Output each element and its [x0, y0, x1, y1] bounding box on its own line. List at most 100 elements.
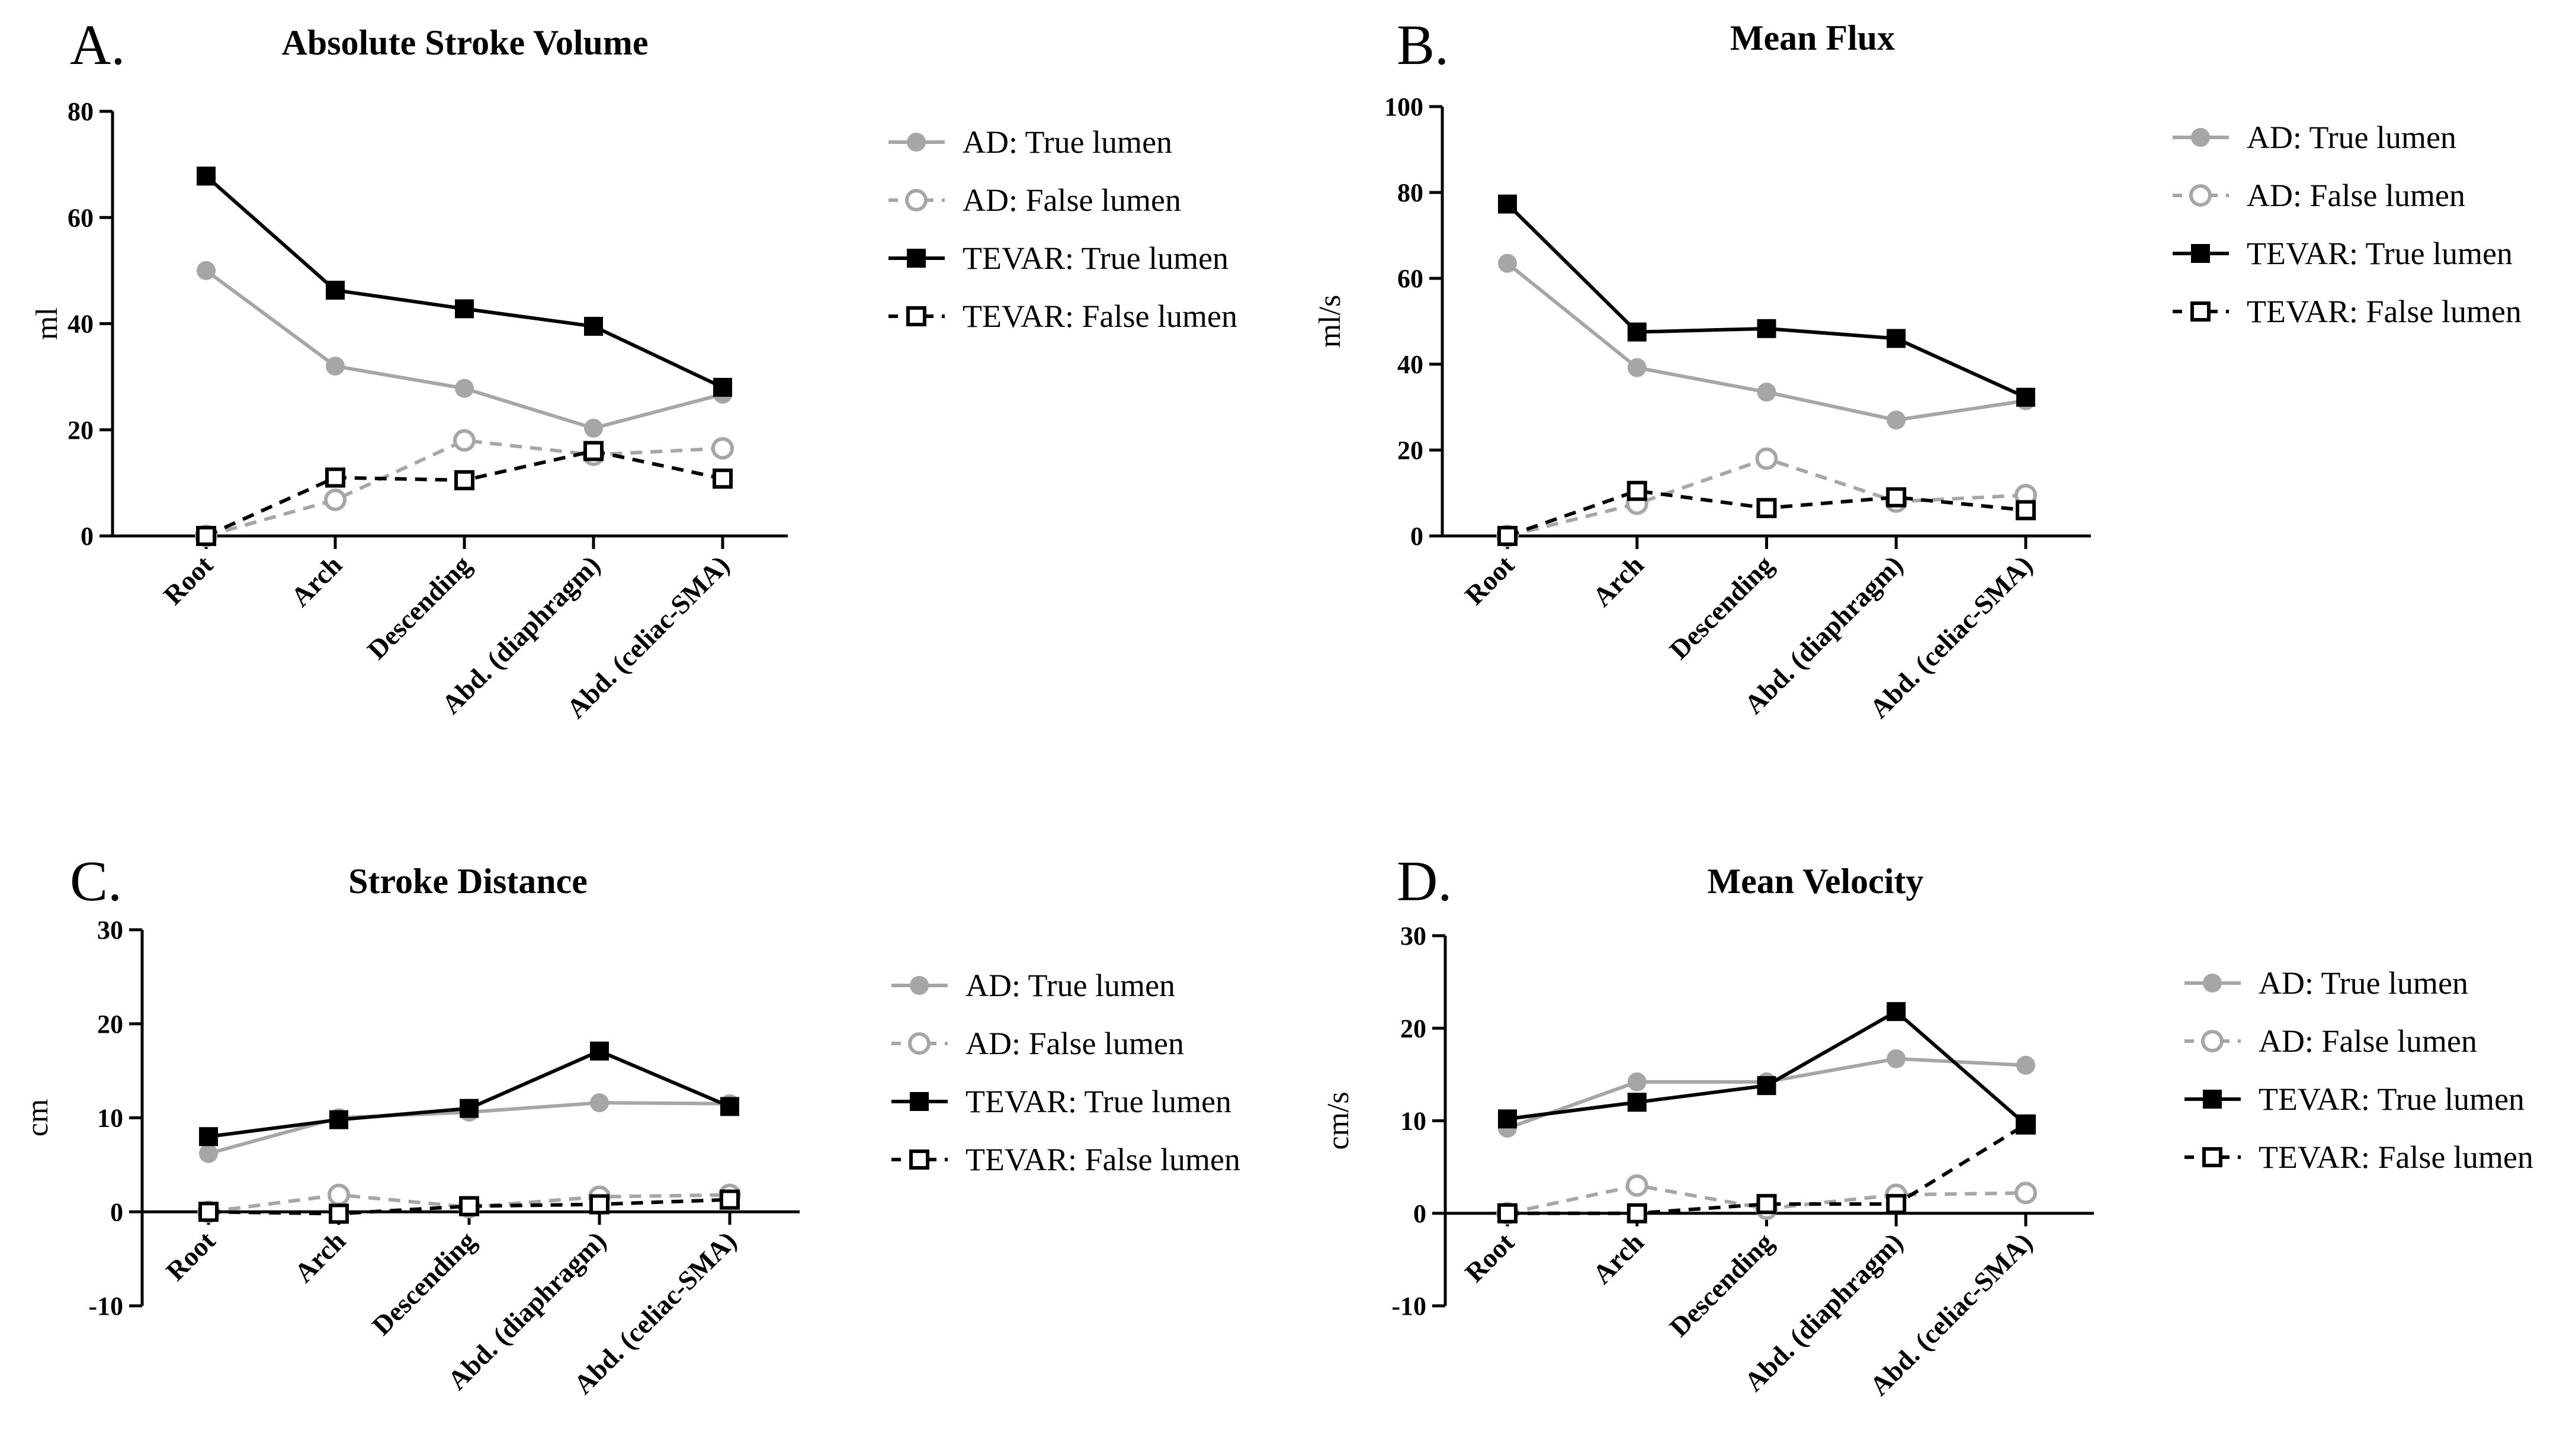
x-tick-label: Root — [158, 550, 219, 611]
data-point — [1887, 410, 1906, 430]
data-point — [459, 1196, 479, 1216]
legend-item: AD: True lumen — [2173, 120, 2456, 155]
legend-swatch-marker — [2190, 301, 2211, 322]
data-point — [711, 437, 734, 460]
panel-label: D. — [1397, 849, 1452, 913]
y-tick-label: 10 — [97, 1104, 123, 1133]
data-point — [1627, 322, 1647, 342]
data-point — [325, 467, 345, 488]
data-point — [1756, 497, 1777, 518]
data-point — [1886, 487, 1907, 508]
legend-label: TEVAR: True lumen — [2259, 1081, 2524, 1117]
series-line — [205, 175, 724, 389]
y-axis-label: cm/s — [1321, 1091, 1355, 1149]
y-axis-label: cm — [21, 1099, 54, 1137]
data-point — [199, 1144, 218, 1163]
series-ad-false — [1496, 447, 2037, 547]
legend-item: TEVAR: False lumen — [891, 1142, 1240, 1177]
data-point — [1627, 1093, 1647, 1112]
y-tick-label: 0 — [1410, 522, 1423, 551]
chart-title: Mean Velocity — [1708, 862, 1924, 901]
data-point — [329, 1203, 349, 1224]
legend-item: TEVAR: True lumen — [888, 240, 1228, 276]
series-tevar-true — [199, 1041, 739, 1147]
data-point — [1627, 1072, 1647, 1091]
y-tick-label: -10 — [88, 1292, 123, 1321]
data-point — [460, 1099, 479, 1118]
y-tick-label: 20 — [1400, 1014, 1426, 1043]
legend-item: AD: True lumen — [891, 968, 1175, 1003]
y-tick-label: 20 — [1397, 436, 1423, 465]
legend-label: TEVAR: False lumen — [965, 1142, 1240, 1177]
series-tevar-true — [197, 166, 732, 397]
y-tick-label: 0 — [1413, 1199, 1426, 1228]
data-point — [590, 1041, 609, 1061]
data-point — [720, 1189, 740, 1210]
data-point — [1887, 1002, 1906, 1022]
legend-item: AD: False lumen — [2173, 178, 2465, 213]
data-point — [1497, 1203, 1518, 1224]
data-point — [2016, 1055, 2035, 1075]
legend-swatch-marker — [910, 976, 929, 995]
data-point — [720, 1097, 739, 1116]
x-tick-label: Root — [160, 1225, 221, 1286]
data-point — [196, 526, 216, 546]
legend-label: AD: True lumen — [2247, 120, 2456, 155]
data-point — [198, 1202, 219, 1222]
panel-label: B. — [1397, 13, 1449, 76]
legend-swatch-marker — [908, 1032, 931, 1055]
legend: AD: True lumen AD: False lumen TEVAR: True… — [891, 968, 1240, 1177]
series-ad-true — [1498, 253, 2035, 430]
legend-item: AD: False lumen — [2184, 1023, 2477, 1059]
data-point — [199, 1127, 218, 1147]
legend-swatch-marker — [909, 1149, 929, 1170]
data-point — [455, 378, 474, 398]
legend-swatch-marker — [2189, 184, 2212, 207]
data-point — [455, 299, 474, 319]
panel-a: A. Absolute Stroke Volume 0 20 40 60 80 ml Root A… — [30, 13, 1237, 724]
data-point — [713, 378, 732, 397]
legend: AD: True lumen AD: False lumen TEVAR: True… — [888, 124, 1237, 334]
series-ad-true — [197, 261, 732, 438]
series-line — [208, 1049, 731, 1139]
y-tick-label: -10 — [1391, 1292, 1426, 1321]
data-point — [583, 441, 604, 461]
panel-label: C. — [70, 849, 122, 913]
data-point — [1497, 526, 1518, 546]
legend-label: TEVAR: False lumen — [2247, 294, 2522, 329]
x-tick-label: Descending — [1663, 550, 1779, 665]
legend-label: AD: True lumen — [2259, 965, 2468, 1001]
legend-swatch-marker — [910, 1092, 929, 1111]
series-line — [1507, 457, 2026, 538]
data-point — [1755, 447, 1778, 470]
x-tick-label: Descending — [366, 1225, 482, 1341]
y-tick-label: 80 — [68, 97, 94, 126]
x-tick-label: Root — [1459, 1226, 1520, 1287]
series-tevar-false — [1497, 1114, 2036, 1224]
data-point — [197, 166, 216, 186]
panel-b: B. Mean Flux 0 20 40 60 80 100 ml/s Root Arch Desce… — [1313, 13, 2522, 724]
data-point — [1757, 383, 1776, 402]
legend-item: TEVAR: False lumen — [2184, 1139, 2533, 1175]
y-tick-label: 10 — [1400, 1107, 1426, 1136]
legend-swatch-marker — [2203, 1090, 2222, 1109]
legend: AD: True lumen AD: False lumen TEVAR: True… — [2173, 120, 2522, 329]
series-tevar-true — [1498, 1002, 2035, 1134]
data-point — [1756, 1194, 1777, 1215]
data-point — [326, 357, 345, 376]
data-point — [713, 468, 733, 489]
legend-label: AD: False lumen — [2247, 178, 2465, 213]
y-tick-label: 80 — [1397, 178, 1423, 207]
series-line — [1506, 203, 2027, 399]
legend-item: TEVAR: False lumen — [2173, 294, 2522, 329]
data-point — [1498, 1109, 1517, 1129]
series-tevar-false — [1497, 480, 2036, 546]
y-tick-label: 0 — [110, 1197, 123, 1226]
legend-label: AD: False lumen — [2259, 1023, 2477, 1059]
y-tick-label: 60 — [68, 203, 94, 232]
data-point — [326, 281, 345, 300]
legend-swatch-marker — [2191, 128, 2210, 147]
legend-label: TEVAR: True lumen — [965, 1084, 1231, 1119]
legend-swatch-marker — [2203, 974, 2222, 993]
chart-title: Absolute Stroke Volume — [282, 23, 649, 62]
